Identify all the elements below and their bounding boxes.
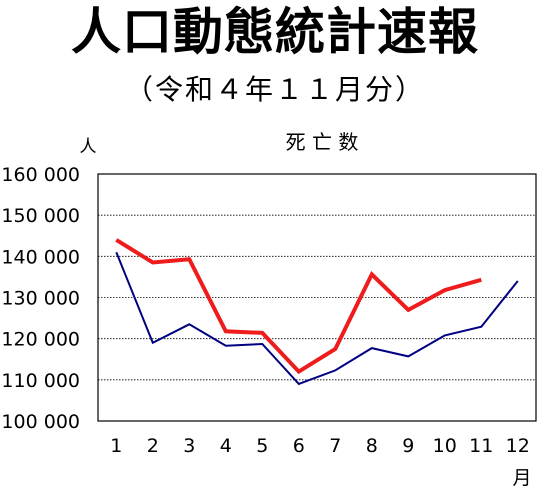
- series-line-1: [115, 251, 519, 386]
- y-tick-label: 100 000: [1, 411, 80, 433]
- series-line-2: [115, 238, 482, 375]
- x-tick-label: 7: [329, 435, 341, 457]
- y-tick-label: 120 000: [1, 329, 80, 351]
- x-tick-label: 6: [293, 435, 305, 457]
- x-tick-label: 10: [433, 435, 457, 457]
- x-axis-unit-label: 月: [512, 467, 531, 489]
- x-tick-label: 2: [147, 435, 159, 457]
- x-tick-label: 1: [110, 435, 122, 457]
- y-tick-label: 130 000: [1, 288, 80, 310]
- page-title: 人口動態統計速報: [71, 3, 479, 61]
- y-tick-label: 150 000: [1, 205, 80, 227]
- x-tick-label: 3: [183, 435, 195, 457]
- y-tick-label: 110 000: [1, 370, 80, 392]
- chart-title: 死 亡 数: [286, 130, 359, 154]
- y-tick-label: 140 000: [1, 246, 80, 268]
- x-tick-label: 9: [402, 435, 414, 457]
- x-tick-label: 11: [469, 435, 493, 457]
- x-tick-label: 5: [256, 435, 268, 457]
- y-axis-unit-label: 人: [80, 137, 97, 157]
- page-subtitle: （令和４年１１月分）: [124, 73, 425, 106]
- x-tick-label: 12: [506, 435, 530, 457]
- x-tick-label: 4: [220, 435, 232, 457]
- y-tick-label: 160 000: [1, 164, 80, 186]
- x-tick-label: 8: [366, 435, 378, 457]
